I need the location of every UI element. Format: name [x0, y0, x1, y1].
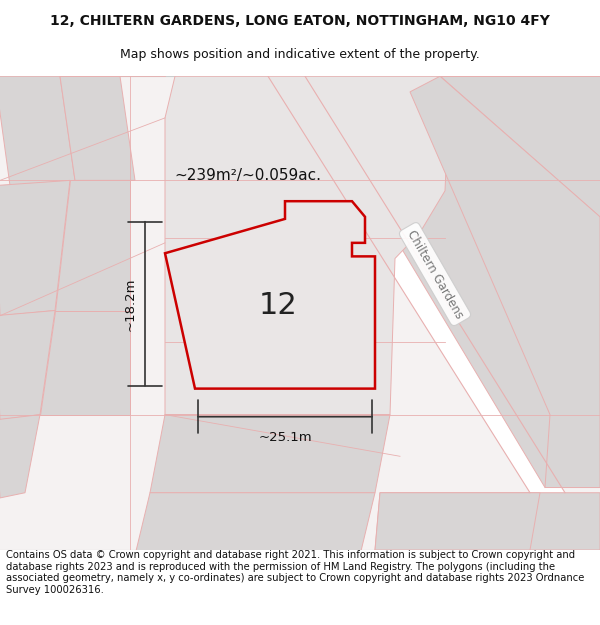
- Polygon shape: [150, 414, 390, 492]
- Polygon shape: [375, 492, 540, 550]
- Polygon shape: [0, 181, 70, 316]
- Text: Map shows position and indicative extent of the property.: Map shows position and indicative extent…: [120, 48, 480, 61]
- Text: ~18.2m: ~18.2m: [124, 278, 137, 331]
- Text: 12, CHILTERN GARDENS, LONG EATON, NOTTINGHAM, NG10 4FY: 12, CHILTERN GARDENS, LONG EATON, NOTTIN…: [50, 14, 550, 28]
- Polygon shape: [410, 76, 600, 488]
- Polygon shape: [55, 181, 130, 311]
- Polygon shape: [375, 492, 600, 550]
- Polygon shape: [40, 311, 130, 414]
- Text: Chiltern Gardens: Chiltern Gardens: [404, 228, 466, 321]
- Text: ~239m²/~0.059ac.: ~239m²/~0.059ac.: [175, 168, 322, 182]
- Text: 12: 12: [259, 291, 298, 320]
- Polygon shape: [0, 76, 600, 550]
- Polygon shape: [440, 76, 600, 217]
- Polygon shape: [268, 76, 565, 492]
- Polygon shape: [135, 492, 375, 555]
- Polygon shape: [320, 76, 600, 488]
- Polygon shape: [0, 311, 55, 420]
- Polygon shape: [165, 201, 375, 389]
- Polygon shape: [0, 414, 40, 498]
- Polygon shape: [60, 76, 135, 181]
- Polygon shape: [0, 76, 75, 186]
- Text: ~25.1m: ~25.1m: [258, 431, 312, 444]
- Polygon shape: [165, 76, 450, 414]
- Text: Contains OS data © Crown copyright and database right 2021. This information is : Contains OS data © Crown copyright and d…: [6, 550, 584, 595]
